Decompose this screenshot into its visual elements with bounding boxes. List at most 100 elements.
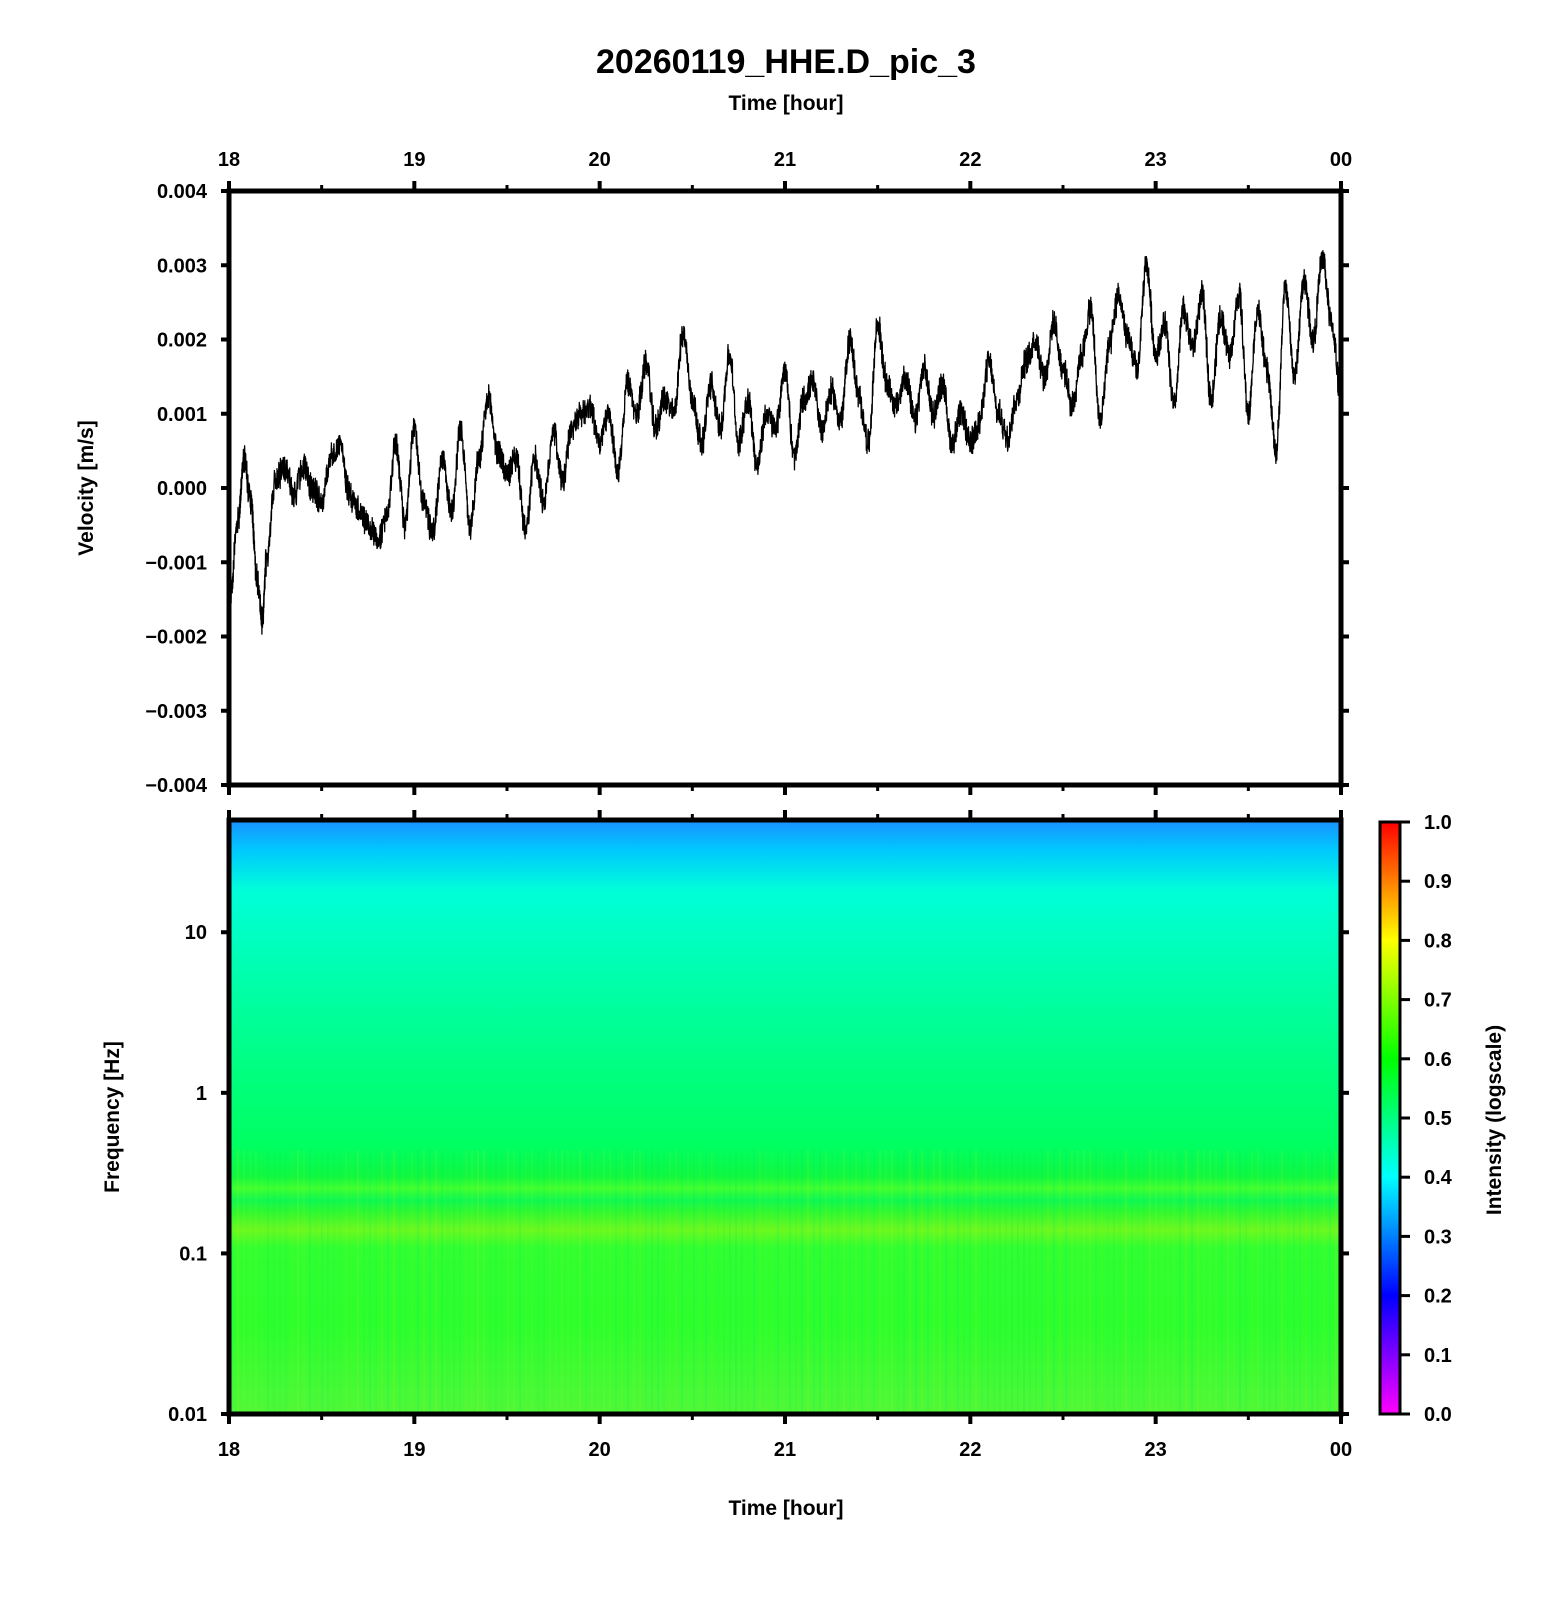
spectrogram-stripe bbox=[969, 1150, 971, 1414]
waveform-y-tick-label: 0.001 bbox=[157, 404, 207, 426]
spectrogram-stripe bbox=[291, 1150, 293, 1414]
spectrogram-stripe bbox=[783, 1150, 785, 1414]
spectrogram-stripe bbox=[1197, 1150, 1199, 1414]
spectrogram-stripe bbox=[909, 1150, 911, 1414]
spectrogram-stripe bbox=[735, 1150, 737, 1414]
spectrogram-stripe bbox=[1305, 1150, 1307, 1414]
spectrogram-stripe bbox=[1335, 1150, 1337, 1414]
spectrogram-stripe bbox=[831, 1150, 833, 1414]
spectrogram-stripe bbox=[1059, 1150, 1061, 1414]
spectrogram-stripe bbox=[393, 1150, 395, 1414]
spectrogram-stripe bbox=[1209, 1150, 1211, 1414]
spectrogram-stripe bbox=[1263, 1150, 1265, 1414]
spectrogram-stripe bbox=[321, 1150, 323, 1414]
spectrogram-stripe bbox=[1143, 1150, 1145, 1414]
spectrogram-stripe bbox=[555, 1150, 557, 1414]
spectrogram-stripe bbox=[849, 1150, 851, 1414]
spectrogram-y-axis-label: Frequency [Hz] bbox=[101, 1041, 124, 1193]
spectrogram-stripe bbox=[825, 1150, 827, 1414]
spectrogram-stripe bbox=[747, 1150, 749, 1414]
colorbar-tick-label: 0.2 bbox=[1424, 1286, 1452, 1308]
spectrogram-stripe bbox=[363, 1150, 365, 1414]
spectrogram-stripe bbox=[843, 1150, 845, 1414]
spectrogram-stripe bbox=[1245, 1150, 1247, 1414]
spectrogram-stripe bbox=[1299, 1150, 1301, 1414]
spectrogram-stripe bbox=[933, 1150, 935, 1414]
spectrogram-stripe bbox=[423, 1150, 425, 1414]
spectrogram-stripe bbox=[357, 1150, 359, 1414]
spectrogram-stripe bbox=[1239, 1150, 1241, 1414]
spectrogram-stripe bbox=[999, 1150, 1001, 1414]
colorbar-gradient bbox=[1378, 820, 1402, 1416]
spectrogram-stripe bbox=[1155, 1150, 1157, 1414]
spectrogram-stripe bbox=[261, 1150, 263, 1414]
spectrogram-stripe bbox=[435, 1150, 437, 1414]
spectrogram-stripe bbox=[699, 1150, 701, 1414]
spectrogram-stripe bbox=[489, 1150, 491, 1414]
spectrogram-stripe bbox=[585, 1150, 587, 1414]
spectrogram-stripe bbox=[1101, 1150, 1103, 1414]
spectrogram-stripe bbox=[819, 1150, 821, 1414]
waveform-y-tick-label: 0.000 bbox=[157, 478, 207, 500]
spectrogram-stripe bbox=[963, 1150, 965, 1414]
spectrogram-stripe bbox=[1191, 1150, 1193, 1414]
waveform-x-tick-label: 20 bbox=[589, 149, 611, 171]
spectrogram-y-tick-label: 0.1 bbox=[179, 1243, 207, 1265]
spectrogram-stripe bbox=[1149, 1150, 1151, 1414]
spectrogram-stripe bbox=[543, 1150, 545, 1414]
spectrogram-stripe bbox=[891, 1150, 893, 1414]
spectrogram-stripe bbox=[1293, 1150, 1295, 1414]
waveform-x-tick-label: 19 bbox=[403, 149, 425, 171]
spectrogram-stripe bbox=[897, 1150, 899, 1414]
spectrogram-stripe bbox=[639, 1150, 641, 1414]
spectrogram-stripe bbox=[381, 1150, 383, 1414]
spectrogram-stripe bbox=[1023, 1150, 1025, 1414]
spectrogram-stripe bbox=[1035, 1150, 1037, 1414]
colorbar-ticks: 1.0 0.9 0.8 0.7 0.6 0.5 0.4 0.3 0.2 0.1 0.0 bbox=[1400, 812, 1453, 1426]
spectrogram-stripe bbox=[717, 1150, 719, 1414]
waveform-frame bbox=[226, 188, 1344, 788]
spectrogram-x-tick-label: 22 bbox=[959, 1439, 981, 1461]
colorbar-tick-label: 0.8 bbox=[1424, 930, 1452, 952]
spectrogram-stripe bbox=[495, 1150, 497, 1414]
spectrogram-stripe bbox=[405, 1150, 407, 1414]
spectrogram-stripe bbox=[1053, 1150, 1055, 1414]
spectrogram-stripe bbox=[531, 1150, 533, 1414]
spectrogram-y-tick-label: 10 bbox=[185, 922, 207, 944]
spectrogram-stripe bbox=[285, 1150, 287, 1414]
spectrogram-stripe bbox=[795, 1150, 797, 1414]
colorbar-tick-label: 0.3 bbox=[1424, 1226, 1452, 1248]
spectrogram-stripe bbox=[1233, 1150, 1235, 1414]
spectrogram-stripe bbox=[345, 1150, 347, 1414]
spectrogram-stripe bbox=[369, 1150, 371, 1414]
spectrogram-stripe bbox=[651, 1150, 653, 1414]
spectrogram-stripe bbox=[513, 1150, 515, 1414]
spectrogram-stripe bbox=[1215, 1150, 1217, 1414]
spectrogram-stripe bbox=[471, 1150, 473, 1414]
spectrogram-stripe bbox=[537, 1150, 539, 1414]
spectrogram-stripe bbox=[633, 1150, 635, 1414]
spectrogram-x-tick-label: 19 bbox=[403, 1439, 425, 1461]
colorbar: 1.0 0.9 0.8 0.7 0.6 0.5 0.4 0.3 0.2 0.1 0.0 Intens… bbox=[1378, 812, 1506, 1426]
spectrogram-stripe bbox=[903, 1150, 905, 1414]
spectrogram-stripe bbox=[483, 1150, 485, 1414]
spectrogram-stripe bbox=[1113, 1150, 1115, 1414]
spectrogram-stripe bbox=[939, 1150, 941, 1414]
spectrogram-stripe bbox=[1281, 1150, 1283, 1414]
spectrogram-stripe bbox=[765, 1150, 767, 1414]
spectrogram-stripe bbox=[561, 1150, 563, 1414]
spectrogram-stripe bbox=[273, 1150, 275, 1414]
colorbar-tick-label: 1.0 bbox=[1424, 812, 1452, 834]
spectrogram-stripe bbox=[597, 1150, 599, 1414]
spectrogram-stripe bbox=[1317, 1150, 1319, 1414]
spectrogram-y-tick-label: 0.01 bbox=[168, 1404, 207, 1426]
spectrogram-x-tick-label: 21 bbox=[774, 1439, 796, 1461]
spectrogram-stripe bbox=[1095, 1150, 1097, 1414]
spectrogram-stripe bbox=[351, 1150, 353, 1414]
spectrogram-x-tick-label: 00 bbox=[1330, 1439, 1352, 1461]
spectrogram-stripe bbox=[429, 1150, 431, 1414]
spectrogram-stripe bbox=[861, 1150, 863, 1414]
spectrogram-stripe bbox=[1287, 1150, 1289, 1414]
colorbar-tick-label: 0.5 bbox=[1424, 1108, 1452, 1130]
